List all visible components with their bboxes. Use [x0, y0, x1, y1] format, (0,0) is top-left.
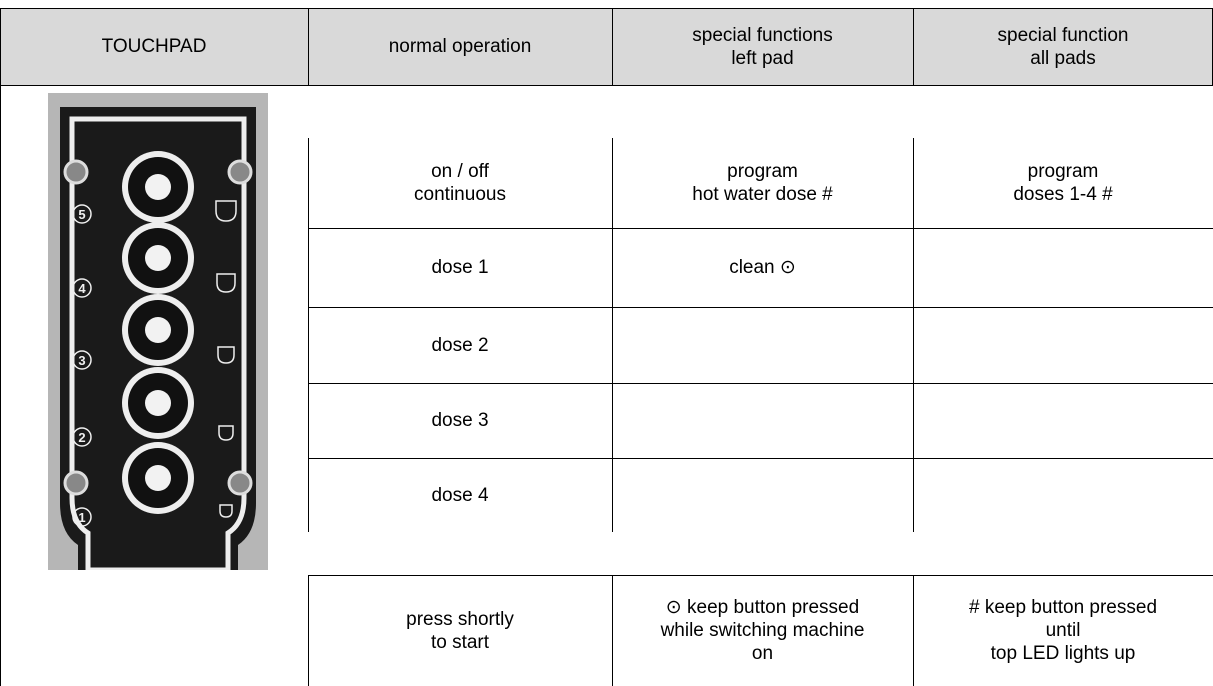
cell-text: program: [1027, 161, 1099, 182]
cell-text: until: [1045, 620, 1081, 641]
cell-text: left pad: [731, 47, 794, 69]
table-cell: press shortly to start: [308, 575, 612, 686]
cup-icon: [215, 200, 237, 222]
number-circle: [72, 350, 92, 370]
table-cell: dose 1: [308, 228, 612, 307]
border: [913, 138, 914, 532]
pad-led: [145, 245, 171, 271]
number-circle: [72, 204, 92, 224]
cell-text: ⊙ keep button pressed: [665, 597, 860, 618]
table-cell: program doses 1-4 #: [913, 138, 1213, 228]
border: [308, 458, 1213, 459]
cell-text: dose 4: [431, 484, 489, 506]
cup-icon: [219, 504, 233, 518]
table-cell: ⊙ keep button pressed while switching mac…: [612, 575, 913, 686]
border: [308, 8, 309, 85]
border: [308, 138, 309, 532]
table-cell: dose 2: [308, 307, 612, 383]
border: [308, 575, 1213, 576]
cell-text: hot water dose #: [692, 184, 833, 205]
pad-led: [145, 174, 171, 200]
table-cell: clean ⊙: [612, 228, 913, 307]
table-cell: program hot water dose #: [612, 138, 913, 228]
cell-text: on / off: [431, 161, 489, 182]
touchpad-image: 5 4 3 2 1: [48, 93, 268, 570]
cell-text: TOUCHPAD: [101, 36, 207, 57]
cell-text: dose 3: [431, 410, 489, 431]
border: [612, 138, 613, 532]
border: [0, 8, 1, 686]
pad-number: 3: [78, 353, 85, 368]
cup-icon: [216, 273, 236, 293]
cell-text: continuous: [414, 184, 506, 205]
border: [308, 383, 1213, 384]
cell-text: special function: [997, 24, 1129, 46]
number-circle: [72, 427, 92, 447]
cell-text: program: [727, 161, 798, 182]
border: [913, 8, 914, 85]
border: [308, 228, 1213, 229]
cell-text: doses 1-4 #: [1013, 184, 1113, 205]
table-cell: special function all pads: [913, 8, 1213, 85]
cell-text: special functions: [692, 24, 833, 46]
border: [0, 8, 1213, 9]
table-cell: # keep button pressed until top LED lights…: [913, 575, 1213, 686]
pad-led: [145, 465, 171, 491]
cup-icon: [218, 425, 234, 441]
cell-text: on: [751, 643, 774, 664]
border: [308, 307, 1213, 308]
number-circle: [72, 507, 92, 527]
cell-text: all pads: [1030, 47, 1096, 69]
number-circle: [72, 278, 92, 298]
border: [308, 575, 309, 686]
table-cell: on / off continuous: [308, 138, 612, 228]
table-cell: TOUCHPAD: [0, 8, 308, 85]
border: [0, 85, 1213, 86]
pad-number: 4: [78, 281, 86, 296]
border: [612, 575, 613, 686]
table-cell: dose 4: [308, 458, 612, 532]
cell-text: dose 2: [431, 334, 489, 356]
cell-text: press shortly: [406, 608, 514, 630]
table-cell: normal operation: [308, 8, 612, 85]
pad-number: 1: [78, 510, 85, 525]
pad-number: 2: [78, 430, 85, 445]
pad-number: 5: [78, 207, 85, 222]
cell-text: top LED lights up: [990, 643, 1136, 664]
cell-text: to start: [430, 631, 490, 653]
cell-text: normal operation: [388, 36, 532, 57]
cell-text: clean ⊙: [729, 257, 796, 278]
border: [612, 8, 613, 85]
cup-icon: [217, 346, 235, 364]
cell-text: while switching machine: [660, 620, 865, 641]
table-cell: special functions left pad: [612, 8, 913, 85]
header-background: [0, 8, 1213, 85]
border: [913, 575, 914, 686]
table-cell: dose 3: [308, 383, 612, 458]
pad-led: [145, 317, 171, 343]
cell-text: # keep button pressed: [968, 597, 1158, 618]
cell-text: dose 1: [431, 257, 489, 278]
pad-led: [145, 390, 171, 416]
